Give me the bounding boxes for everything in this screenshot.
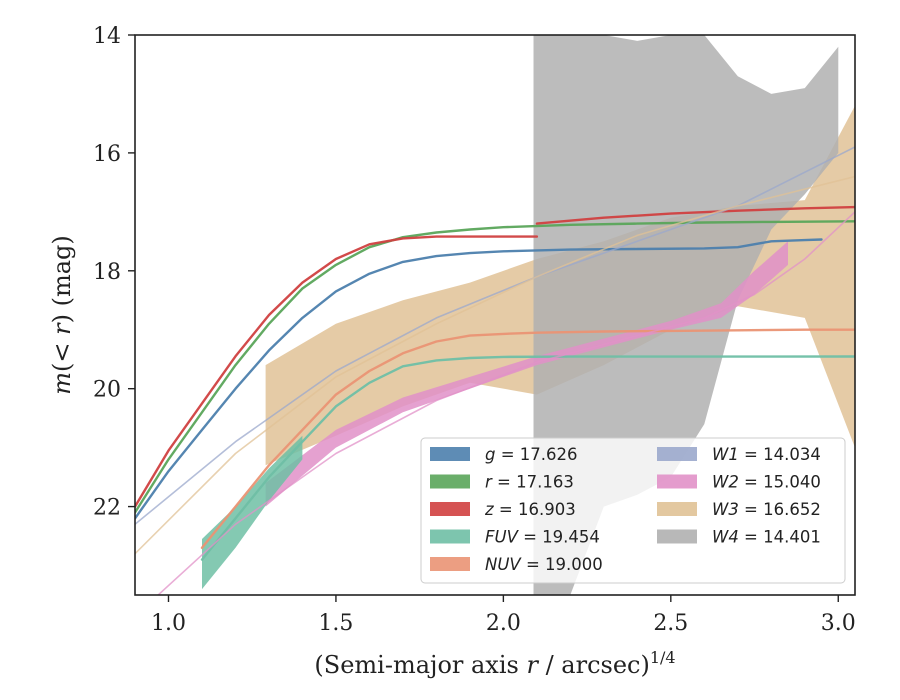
y-tick-label: 20 (93, 378, 121, 403)
legend-swatch-w1 (657, 447, 697, 461)
legend-label-fuv: FUV = 19.454 (485, 528, 600, 547)
x-tick-label: 2.5 (653, 611, 688, 636)
x-tick-label: 1.5 (318, 611, 353, 636)
x-ticks: 1.0 1.5 2.0 2.5 3.0 (151, 595, 856, 636)
series-line-w3 (135, 175, 855, 555)
series-line-z (135, 235, 539, 508)
series-line-z-ext (535, 205, 855, 225)
legend-label-z: z = 16.903 (484, 500, 576, 519)
y-ticks: 14 16 18 20 22 (93, 24, 135, 521)
legend-swatch-r (430, 474, 470, 489)
legend: g = 17.626 r = 17.163 z = 16.903 FUV = 19.4… (420, 437, 846, 584)
legend-label-w1: W1 = 14.034 (712, 445, 821, 464)
legend-label-r: r = 17.163 (485, 473, 574, 492)
x-axis-title: (Semi-major axis r / arcsec)1/4 (314, 648, 675, 679)
legend-swatch-z (430, 502, 470, 516)
legend-swatch-fuv (430, 529, 470, 544)
legend-swatch-nuv (430, 557, 470, 571)
legend-swatch-g (430, 447, 470, 461)
y-tick-label: 14 (93, 24, 121, 49)
legend-label-g: g = 17.626 (485, 445, 578, 464)
lines-layer (135, 146, 855, 595)
legend-swatch-w4 (657, 529, 697, 544)
x-tick-label: 2.0 (486, 611, 521, 636)
legend-label-w2: W2 = 15.040 (712, 473, 821, 492)
legend-swatch-w3 (657, 502, 697, 516)
y-tick-label: 18 (93, 260, 121, 285)
x-tick-label: 3.0 (821, 611, 856, 636)
series-line-w2 (156, 211, 855, 595)
series-line-fuv (200, 355, 855, 561)
legend-label-nuv: NUV = 19.000 (485, 555, 603, 574)
legend-swatch-w2 (657, 474, 697, 489)
legend-label-w3: W3 = 16.652 (712, 500, 821, 519)
y-tick-label: 16 (93, 142, 121, 167)
x-tick-label: 1.0 (151, 611, 186, 636)
series-line-w1 (135, 146, 855, 526)
y-tick-label: 22 (93, 496, 121, 521)
legend-label-w4: W4 = 14.401 (712, 528, 821, 547)
y-axis-title: m(< r) (mag) (48, 235, 76, 395)
plot-frame (134, 34, 856, 596)
legend-box (420, 437, 846, 584)
series-line-g (135, 238, 823, 520)
series-line-nuv (200, 328, 855, 549)
